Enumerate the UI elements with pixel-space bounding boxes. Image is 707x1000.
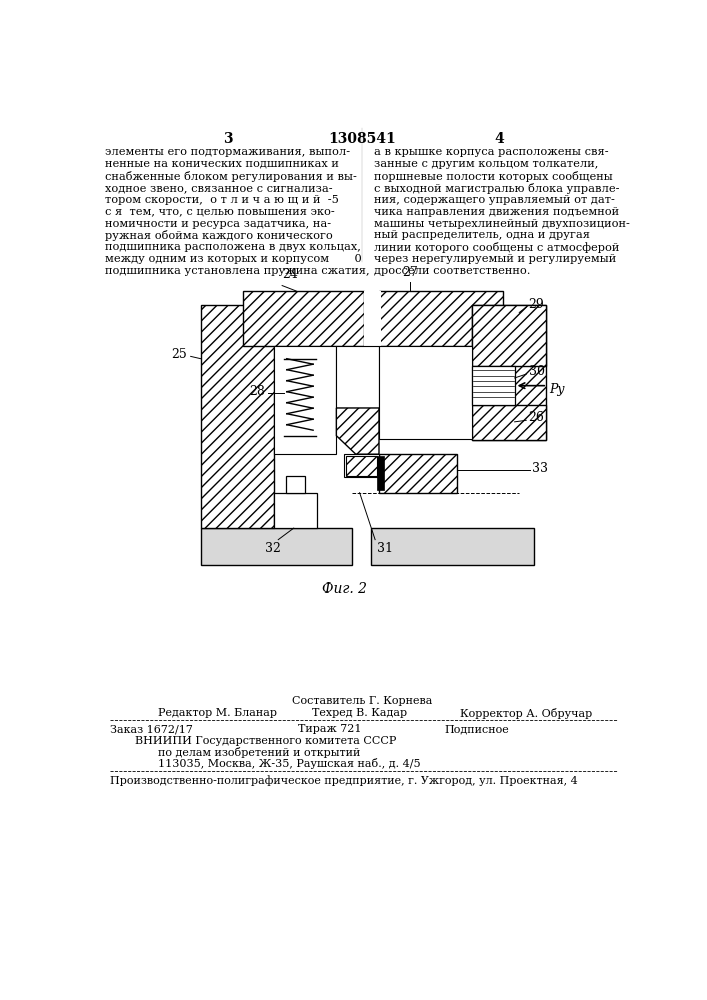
Text: 31: 31 xyxy=(377,542,392,555)
Bar xyxy=(379,291,503,346)
Text: 29: 29 xyxy=(529,298,544,311)
Text: занные с другим кольцом толкатели,: занные с другим кольцом толкатели, xyxy=(373,159,598,169)
Bar xyxy=(274,346,337,454)
Bar xyxy=(472,305,546,366)
Text: а в крышке корпуса расположены свя-: а в крышке корпуса расположены свя- xyxy=(373,147,608,157)
Bar xyxy=(472,305,546,440)
Text: поршневые полости которых сообщены: поршневые полости которых сообщены xyxy=(373,171,612,182)
Text: 3: 3 xyxy=(223,132,233,146)
Text: чика направления движения подъемной: чика направления движения подъемной xyxy=(373,207,619,217)
Text: с выходной магистралью блока управле-: с выходной магистралью блока управле- xyxy=(373,183,619,194)
Text: 4: 4 xyxy=(494,132,504,146)
Bar xyxy=(472,366,515,405)
Text: ный распределитель, одна и другая: ный распределитель, одна и другая xyxy=(373,230,590,240)
Text: 24: 24 xyxy=(282,268,298,281)
Text: 25: 25 xyxy=(171,348,187,361)
Text: 27: 27 xyxy=(402,266,418,279)
Text: элементы его подтормаживания, выпол-: элементы его подтормаживания, выпол- xyxy=(105,147,351,157)
Text: тором скорости,  о т л и ч а ю щ и й  -5: тором скорости, о т л и ч а ю щ и й -5 xyxy=(105,195,339,205)
Bar xyxy=(377,456,385,490)
Text: Ру: Ру xyxy=(549,383,565,396)
Text: 33: 33 xyxy=(532,462,549,475)
Text: снабженные блоком регулирования и вы-: снабженные блоком регулирования и вы- xyxy=(105,171,357,182)
Text: дроссели соответственно.: дроссели соответственно. xyxy=(373,266,530,276)
Text: Производственно-полиграфическое предприятие, г. Ужгород, ул. Проектная, 4: Производственно-полиграфическое предприя… xyxy=(110,775,578,786)
Text: Составитель Г. Корнева: Составитель Г. Корнева xyxy=(292,696,432,706)
Bar xyxy=(243,291,363,346)
Bar xyxy=(346,456,377,476)
Bar xyxy=(274,493,317,528)
Text: 28: 28 xyxy=(249,385,265,398)
Text: по делам изобретений и открытий: по делам изобретений и открытий xyxy=(158,747,361,758)
Text: ходное звено, связанное с сигнализа-: ходное звено, связанное с сигнализа- xyxy=(105,183,333,193)
Bar xyxy=(344,454,379,477)
Text: Фиг. 2: Фиг. 2 xyxy=(322,582,367,596)
Text: подшипника расположена в двух кольцах,: подшипника расположена в двух кольцах, xyxy=(105,242,361,252)
Text: Тираж 721: Тираж 721 xyxy=(298,724,361,734)
Text: 32: 32 xyxy=(265,542,281,555)
Text: 30: 30 xyxy=(529,365,544,378)
Text: подшипника установлена пружина сжатия,: подшипника установлена пружина сжатия, xyxy=(105,266,370,276)
Text: ВНИИПИ Государственного комитета СССР: ВНИИПИ Государственного комитета СССР xyxy=(135,736,396,746)
Text: 1308541: 1308541 xyxy=(328,132,396,146)
Text: Редактор М. Бланар: Редактор М. Бланар xyxy=(158,708,277,718)
Text: через нерегулируемый и регулируемый: через нерегулируемый и регулируемый xyxy=(373,254,616,264)
Text: ружная обойма каждого конического: ружная обойма каждого конического xyxy=(105,230,333,241)
Text: с я  тем, что, с целью повышения эко-: с я тем, что, с целью повышения эко- xyxy=(105,207,335,217)
Text: Корректор А. Обручар: Корректор А. Обручар xyxy=(460,708,592,719)
Text: Заказ 1672/17: Заказ 1672/17 xyxy=(110,724,193,734)
Text: 113035, Москва, Ж-35, Раушская наб., д. 4/5: 113035, Москва, Ж-35, Раушская наб., д. … xyxy=(158,758,421,769)
Bar xyxy=(201,528,352,565)
Bar xyxy=(379,454,457,493)
Text: линии которого сообщены с атмосферой: линии которого сообщены с атмосферой xyxy=(373,242,619,253)
Text: Техред В. Кадар: Техред В. Кадар xyxy=(312,708,407,718)
Text: номичности и ресурса задатчика, на-: номичности и ресурса задатчика, на- xyxy=(105,219,332,229)
Text: Подписное: Подписное xyxy=(445,724,510,734)
Text: ненные на конических подшипниках и: ненные на конических подшипниках и xyxy=(105,159,339,169)
Text: ния, содержащего управляемый от дат-: ния, содержащего управляемый от дат- xyxy=(373,195,614,205)
Text: между одним из которых и корпусом       0: между одним из которых и корпусом 0 xyxy=(105,254,362,264)
Bar xyxy=(371,528,534,565)
Bar xyxy=(337,346,379,408)
Text: 26: 26 xyxy=(529,411,544,424)
Text: машины четырехлинейный двухпозицион-: машины четырехлинейный двухпозицион- xyxy=(373,219,629,229)
Bar xyxy=(379,346,472,439)
Bar xyxy=(201,305,274,528)
Bar xyxy=(363,291,380,346)
Bar xyxy=(286,476,305,493)
Polygon shape xyxy=(337,408,379,454)
Bar xyxy=(472,405,546,440)
